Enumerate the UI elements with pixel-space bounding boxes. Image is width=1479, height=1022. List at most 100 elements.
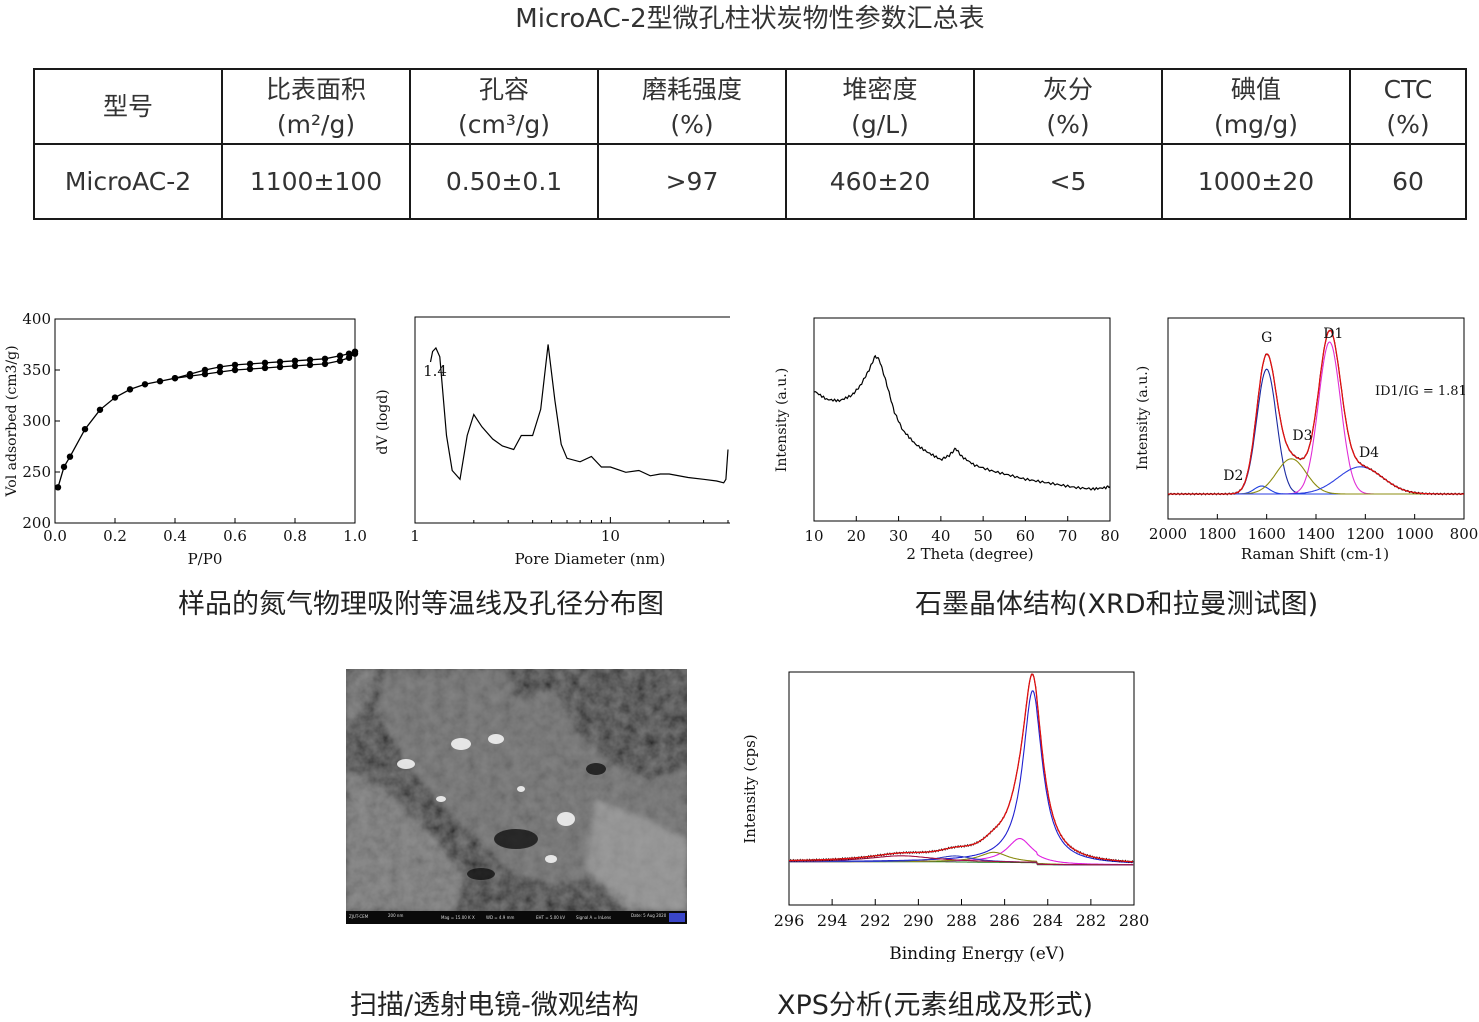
x-tick-label: 70 <box>1058 527 1077 545</box>
data-point <box>54 484 62 491</box>
data-point <box>216 368 224 376</box>
x-tick-label: 0.6 <box>223 527 247 545</box>
data-point <box>111 394 119 401</box>
table-cell: 1100±100 <box>221 143 411 220</box>
table-cell: 1000±20 <box>1161 143 1351 220</box>
data-point <box>306 356 314 363</box>
isotherm-chart: 0.0 0.2 0.4 0.6 0.8 1.0 200 250 300 350 400 P/P0 Vol… <box>4 310 367 568</box>
y-axis-label: Intensity (cps) <box>741 734 759 843</box>
x-tick-label: 288 <box>946 911 977 930</box>
header-label: 孔容 <box>478 74 529 104</box>
x-axis-label: Raman Shift (cm-1) <box>1241 545 1389 563</box>
raman-chart: 2000 1800 1600 1400 1200 1000 800 G D1 D2 D3 D4 ID1/… <box>1135 317 1479 563</box>
x-tick-label: 800 <box>1450 525 1479 543</box>
x-axis-label: Binding Energy (eV) <box>889 944 1064 962</box>
table-header-cell: 灰分 (%) <box>973 68 1163 145</box>
page-title: MicroAC-2型微孔柱状炭物性参数汇总表 <box>515 4 985 34</box>
sem-footer-text: 200 nm <box>388 913 403 918</box>
table-header-cell: 型号 <box>33 68 223 145</box>
data-point <box>261 364 269 372</box>
header-unit: (%) <box>1386 109 1430 139</box>
sem-footer-text: Mag = 15.00 K X <box>441 915 475 920</box>
header-unit: (cm³/g) <box>458 109 550 139</box>
xps-caption: XPS分析(元素组成及形式) <box>777 990 1093 1021</box>
x-tick-label: 1200 <box>1346 525 1384 543</box>
x-tick-label: 282 <box>1076 911 1107 930</box>
table-cell: MicroAC-2 <box>33 143 223 220</box>
table-cell: 460±20 <box>785 143 975 220</box>
x-axis-label: 2 Theta (degree) <box>906 545 1033 563</box>
adsorption-caption: 样品的氮气物理吸附等温线及孔径分布图 <box>178 589 664 620</box>
y-tick-label: 250 <box>22 463 51 481</box>
x-tick-label: 10 <box>804 527 823 545</box>
x-tick-label: 1 <box>410 527 420 545</box>
peak-annotation: 1.4 <box>423 362 447 380</box>
table-header-cell: 碘值 (mg/g) <box>1161 68 1351 145</box>
header-unit: (%) <box>1046 109 1090 139</box>
raman-fit-line <box>1168 329 1464 495</box>
x-tick-label: 10 <box>601 527 620 545</box>
x-tick-label: 40 <box>931 527 950 545</box>
sem-caption: 扫描/透射电镜-微观结构 <box>350 990 639 1021</box>
table-cell: 0.50±0.1 <box>409 143 599 220</box>
sem-footer-text: EHT = 5.00 kV <box>536 915 565 920</box>
x-tick-label: 20 <box>847 527 866 545</box>
data-point <box>345 350 353 357</box>
graphite-caption: 石墨晶体结构(XRD和拉曼测试图) <box>915 589 1319 620</box>
header-label: 灰分 <box>1042 74 1093 104</box>
data-point <box>156 378 164 385</box>
header-unit: (m²/g) <box>276 109 356 139</box>
table-header-cell: 磨耗强度 (%) <box>597 68 787 145</box>
plot-frame <box>813 317 1111 522</box>
data-point <box>60 463 68 471</box>
x-tick-label: 286 <box>989 911 1020 930</box>
data-point <box>126 386 134 393</box>
peak-label-D1: D1 <box>1323 326 1343 342</box>
pore-distribution-chart: 1 10 1.4 Pore Diameter (nm) dV (logd) <box>375 316 730 568</box>
peak-label-D2: D2 <box>1223 468 1243 484</box>
x-axis-label: P/P0 <box>188 550 223 568</box>
data-point <box>276 358 284 366</box>
y-axis-label: Intensity (a.u.) <box>1135 366 1151 470</box>
xps-chart: 296 294 292 290 288 286 284 282 280 Binding Energ… <box>741 671 1150 962</box>
x-tick-label: 292 <box>860 911 891 930</box>
y-tick-label: 300 <box>22 412 51 430</box>
x-tick-label: 2000 <box>1149 525 1187 543</box>
x-tick-label: 50 <box>974 527 993 545</box>
data-point <box>216 363 224 371</box>
header-label: 磨耗强度 <box>641 74 742 104</box>
x-tick-label: 80 <box>1100 527 1119 545</box>
x-tick-label: 0.0 <box>43 527 67 545</box>
table-header-cell: 孔容 (cm³/g) <box>409 68 599 145</box>
data-point <box>291 362 299 370</box>
pore-distribution-line <box>429 344 729 484</box>
x-tick-label: 294 <box>817 911 848 930</box>
header-unit: (mg/g) <box>1213 109 1299 139</box>
raman-component-D1 <box>1168 341 1464 495</box>
x-tick-label: 296 <box>774 911 805 930</box>
data-point <box>141 381 149 388</box>
x-tick-label: 1400 <box>1297 525 1335 543</box>
y-tick-label: 400 <box>22 310 51 328</box>
table-cell: 60 <box>1349 143 1467 220</box>
data-point <box>66 453 74 460</box>
y-axis-label: dV (logd) <box>375 389 391 454</box>
raman-component-D4 <box>1168 466 1464 495</box>
x-tick-label: 280 <box>1119 911 1150 930</box>
xrd-line <box>813 354 1111 491</box>
header-unit: (g/L) <box>851 109 909 139</box>
data-point <box>201 366 209 374</box>
header-label: CTC <box>1383 74 1433 104</box>
y-axis-label: Vol adsorbed (cm3/g) <box>4 345 20 497</box>
data-point <box>231 361 239 369</box>
header-label: 比表面积 <box>265 74 366 104</box>
x-axis-label: Pore Diameter (nm) <box>515 550 666 568</box>
data-point <box>276 363 284 371</box>
xps-raw-line <box>788 673 1134 864</box>
table-row: MicroAC-2 1100±100 0.50±0.1 >97 460±20 <… <box>33 143 1467 220</box>
ratio-annotation: ID1/IG = 1.81 <box>1375 384 1467 399</box>
data-point <box>321 355 329 362</box>
xps-fit-line <box>789 673 1134 863</box>
x-tick-label: 1.0 <box>343 527 367 545</box>
data-point <box>306 361 314 369</box>
